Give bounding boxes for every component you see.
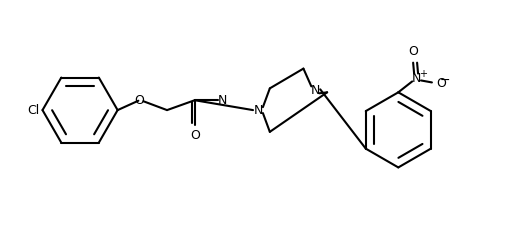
Text: −: −: [439, 74, 449, 87]
Text: N: N: [253, 104, 262, 117]
Text: N: N: [310, 84, 319, 97]
Text: N: N: [217, 94, 227, 107]
Text: O: O: [435, 77, 445, 90]
Text: Cl: Cl: [27, 104, 40, 117]
Text: O: O: [189, 129, 199, 142]
Text: N: N: [411, 72, 420, 85]
Text: O: O: [407, 45, 417, 58]
Text: +: +: [418, 69, 426, 79]
Text: O: O: [134, 94, 144, 107]
